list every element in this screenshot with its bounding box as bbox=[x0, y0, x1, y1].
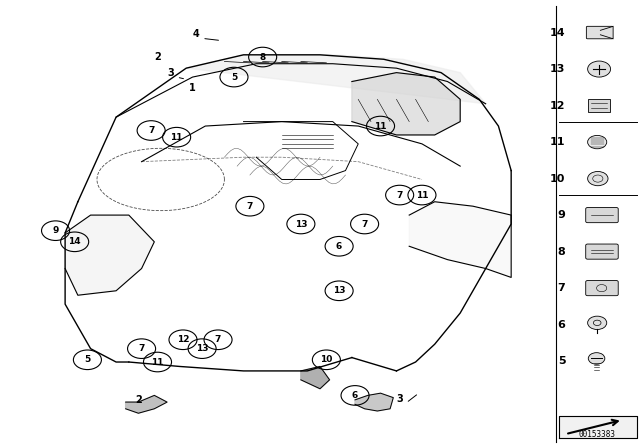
Polygon shape bbox=[186, 55, 486, 104]
Text: 00153383: 00153383 bbox=[579, 430, 616, 439]
Text: 3: 3 bbox=[167, 68, 173, 78]
FancyBboxPatch shape bbox=[586, 26, 613, 39]
Text: 7: 7 bbox=[215, 335, 221, 344]
Text: 7: 7 bbox=[362, 220, 368, 228]
Text: 13: 13 bbox=[550, 64, 565, 74]
Text: 7: 7 bbox=[148, 126, 154, 135]
FancyBboxPatch shape bbox=[586, 280, 618, 296]
Text: 4: 4 bbox=[193, 29, 199, 39]
Text: 6: 6 bbox=[557, 319, 565, 330]
FancyBboxPatch shape bbox=[586, 244, 618, 259]
Circle shape bbox=[588, 316, 607, 330]
Text: 13: 13 bbox=[196, 344, 209, 353]
Text: 9: 9 bbox=[557, 210, 565, 220]
Text: 7: 7 bbox=[557, 283, 565, 293]
Text: 13: 13 bbox=[333, 286, 346, 295]
Polygon shape bbox=[125, 396, 167, 413]
Text: 7: 7 bbox=[138, 344, 145, 353]
Text: 12: 12 bbox=[550, 100, 565, 111]
Text: 5: 5 bbox=[557, 356, 565, 366]
Text: 11: 11 bbox=[550, 137, 565, 147]
FancyBboxPatch shape bbox=[586, 207, 618, 223]
Polygon shape bbox=[409, 202, 511, 277]
Text: 2: 2 bbox=[135, 395, 142, 405]
Polygon shape bbox=[559, 416, 637, 438]
Circle shape bbox=[588, 172, 608, 186]
Circle shape bbox=[588, 353, 605, 364]
Text: 7: 7 bbox=[246, 202, 253, 211]
Text: 14: 14 bbox=[68, 237, 81, 246]
Polygon shape bbox=[355, 393, 394, 411]
Polygon shape bbox=[301, 366, 330, 389]
Text: 2: 2 bbox=[154, 52, 161, 62]
Polygon shape bbox=[65, 215, 154, 295]
Text: 12: 12 bbox=[177, 335, 189, 344]
Bar bbox=[588, 99, 610, 112]
Text: 6: 6 bbox=[352, 391, 358, 400]
Text: 6: 6 bbox=[336, 242, 342, 251]
Text: 10: 10 bbox=[550, 173, 565, 184]
Text: 8: 8 bbox=[260, 52, 266, 61]
Polygon shape bbox=[352, 73, 460, 135]
Circle shape bbox=[588, 135, 607, 149]
Text: 3: 3 bbox=[396, 393, 403, 404]
Text: 11: 11 bbox=[416, 190, 428, 199]
Text: 8: 8 bbox=[557, 246, 565, 257]
Text: 11: 11 bbox=[170, 133, 183, 142]
Text: 10: 10 bbox=[320, 355, 333, 364]
Circle shape bbox=[588, 61, 611, 77]
Text: 1: 1 bbox=[189, 83, 196, 93]
Text: 11: 11 bbox=[151, 358, 164, 366]
Text: 7: 7 bbox=[396, 190, 403, 199]
Text: 13: 13 bbox=[294, 220, 307, 228]
Text: 5: 5 bbox=[231, 73, 237, 82]
Text: 14: 14 bbox=[550, 28, 565, 38]
Text: 5: 5 bbox=[84, 355, 90, 364]
Text: 9: 9 bbox=[52, 226, 59, 235]
Text: 11: 11 bbox=[374, 121, 387, 130]
